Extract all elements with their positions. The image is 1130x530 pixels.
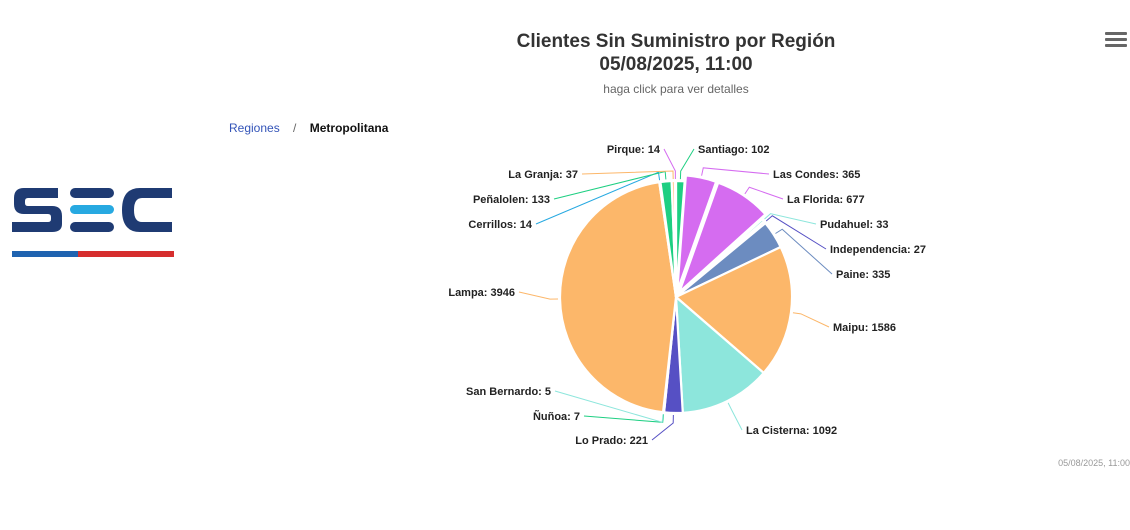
pie-slice-la-florida[interactable] xyxy=(678,181,767,293)
pie-data-label: Cerrillos: 14 xyxy=(468,219,532,231)
pie-data-label: La Florida: 677 xyxy=(787,194,865,206)
pie-data-label: Las Condes: 365 xyxy=(773,169,860,181)
pie-data-label: Independencia: 27 xyxy=(830,244,926,256)
pie-connector-line xyxy=(765,215,827,250)
breadcrumb-separator: / xyxy=(293,121,297,135)
pie-connector-line xyxy=(583,414,665,423)
pie-connector-line xyxy=(554,390,664,423)
pie-connector-line xyxy=(764,213,817,225)
pie-data-label: San Bernardo: 5 xyxy=(466,386,551,398)
pie-data-label: Ñuñoa: 7 xyxy=(533,410,580,423)
pie-data-label: Pirque: 14 xyxy=(607,144,661,156)
pie-connector-line xyxy=(775,228,833,275)
pie-slice-lampa[interactable] xyxy=(558,180,678,414)
pie-slice-las-condes[interactable] xyxy=(676,174,718,292)
pie-connector-line xyxy=(663,148,676,180)
pie-data-label: Lo Prado: 221 xyxy=(575,435,648,447)
pie-data-label: La Granja: 37 xyxy=(508,169,578,181)
pie-connector-line xyxy=(727,402,743,431)
pie-connector-line xyxy=(792,312,830,328)
pie-slice-maipu[interactable] xyxy=(674,245,794,375)
pie-data-label: Lampa: 3946 xyxy=(448,287,515,299)
pie-connector-line xyxy=(651,414,674,441)
breadcrumb-current: Metropolitana xyxy=(309,121,389,135)
chart-title: Clientes Sin Suministro por Región 05/08… xyxy=(376,30,976,76)
pie-connector-line xyxy=(535,171,661,225)
pie-data-label: La Cisterna: 1092 xyxy=(746,425,837,437)
pie-data-label: Paine: 335 xyxy=(836,269,890,281)
pie-connector-line xyxy=(744,186,784,200)
breadcrumb: Regiones / Metropolitana xyxy=(229,121,388,135)
chart-title-line1: Clientes Sin Suministro por Región xyxy=(516,31,836,52)
hamburger-menu-icon[interactable] xyxy=(1105,32,1127,50)
pie-connector-line xyxy=(581,170,674,180)
pie-data-label: Santiago: 102 xyxy=(698,144,770,156)
pie-data-label: Peñalolen: 133 xyxy=(473,194,550,206)
pie-connector-line xyxy=(518,291,559,300)
breadcrumb-regiones-link[interactable]: Regiones xyxy=(229,121,280,135)
pie-slice-pirque[interactable] xyxy=(673,179,678,298)
sec-logo xyxy=(12,188,174,257)
chart-title-line2: 05/08/2025, 11:00 xyxy=(599,54,753,75)
chart-credits-timestamp: 05/08/2025, 11:00 xyxy=(1058,458,1130,468)
pie-slice-la-cisterna[interactable] xyxy=(674,294,766,414)
pie-connector-line xyxy=(701,167,770,176)
pie-connector-line xyxy=(679,148,695,180)
pie-data-label: Pudahuel: 33 xyxy=(820,219,888,231)
pie-data-label: Maipu: 1586 xyxy=(833,322,896,334)
chart-subtitle: haga click para ver detalles xyxy=(603,82,749,96)
